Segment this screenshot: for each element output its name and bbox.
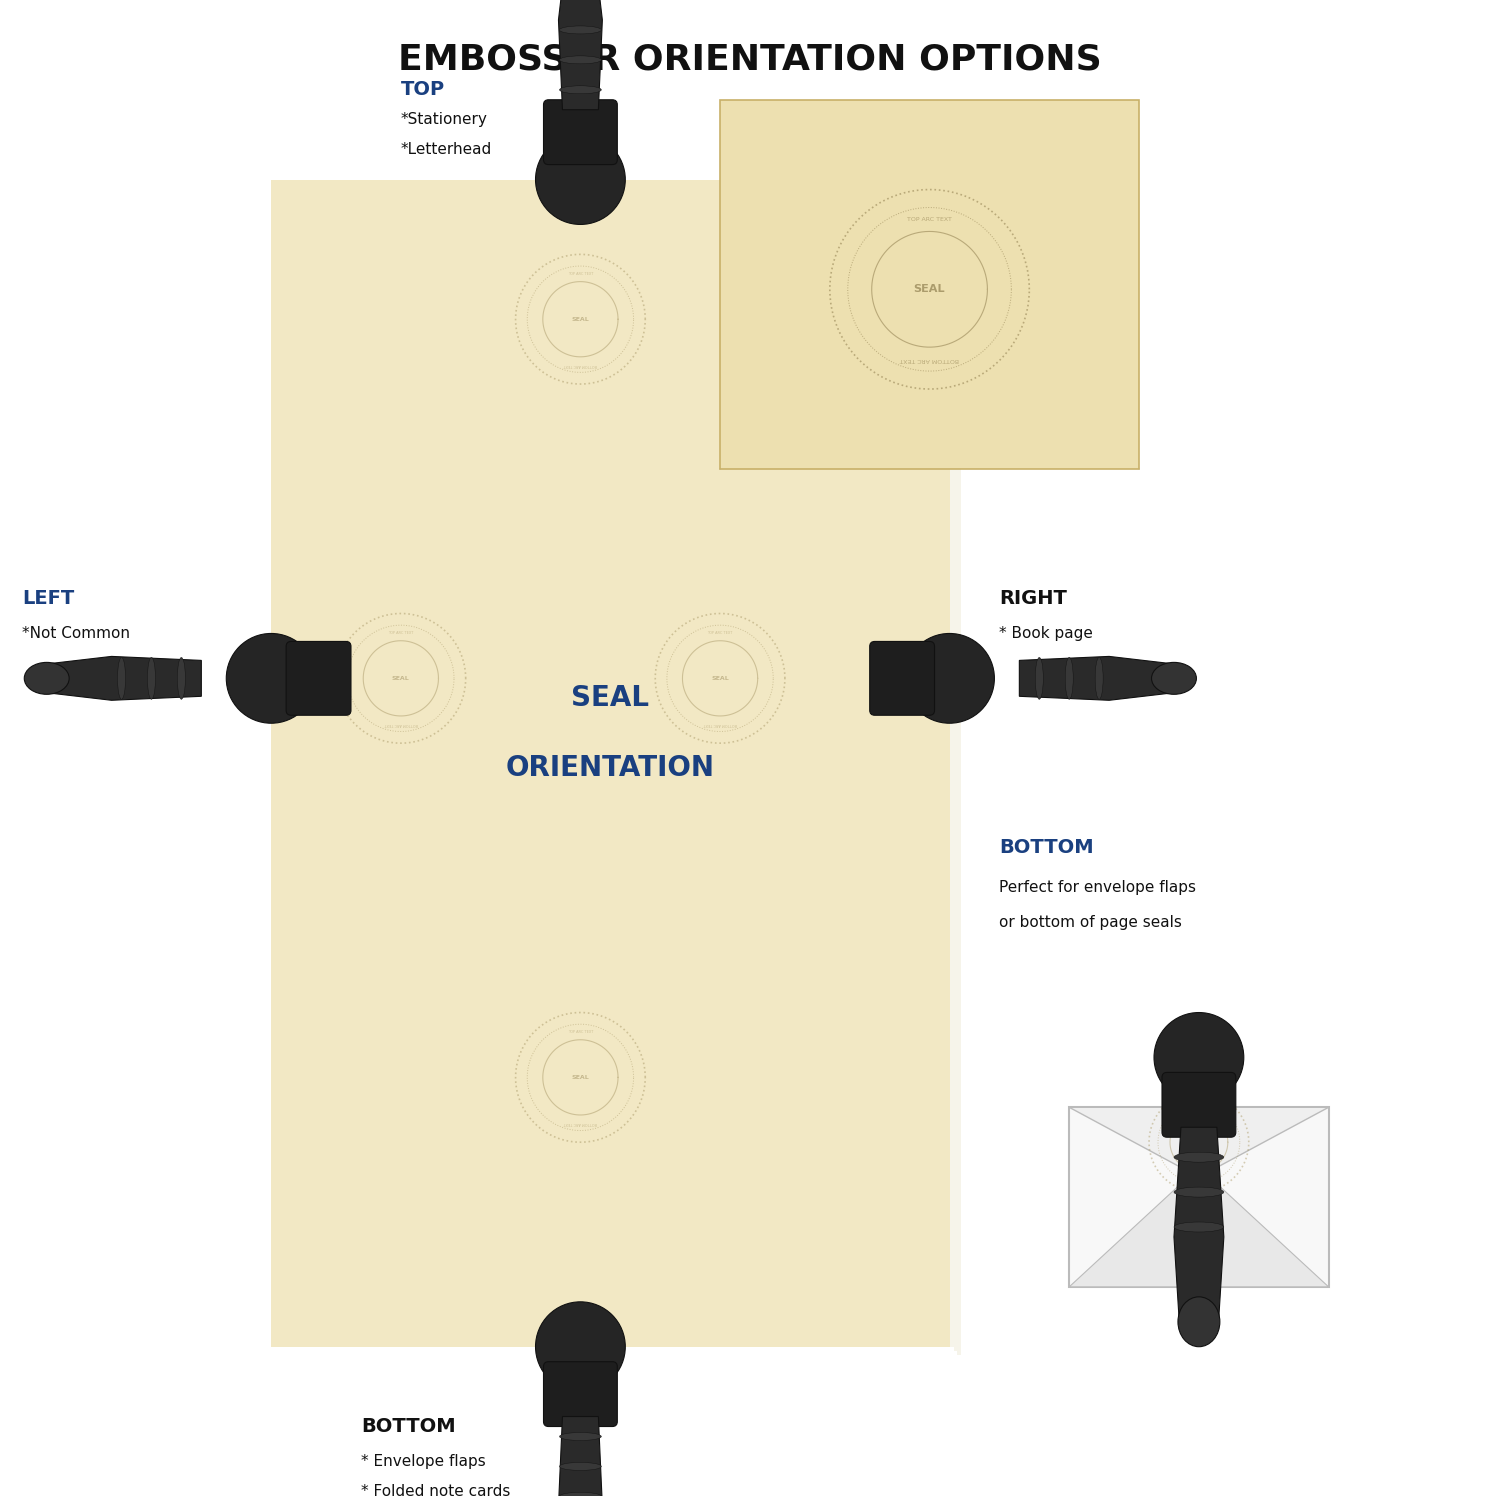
Text: BOTTOM ARC TEXT: BOTTOM ARC TEXT: [704, 722, 736, 726]
Ellipse shape: [1035, 657, 1044, 699]
Ellipse shape: [560, 1462, 602, 1470]
Polygon shape: [558, 0, 603, 110]
Text: SEAL: SEAL: [392, 676, 410, 681]
Bar: [272, 180, 950, 1347]
Ellipse shape: [147, 657, 156, 699]
Text: *Stationery: *Stationery: [400, 112, 488, 128]
Text: ORIENTATION: ORIENTATION: [506, 754, 716, 782]
Text: *Not Common: *Not Common: [22, 626, 130, 640]
Text: * Envelope flaps: * Envelope flaps: [362, 1454, 486, 1468]
Text: BOTTOM ARC TEXT: BOTTOM ARC TEXT: [564, 363, 597, 366]
Ellipse shape: [1178, 1298, 1219, 1347]
Text: TOP ARC TEXT: TOP ARC TEXT: [1188, 1106, 1210, 1110]
Bar: [957, 188, 962, 1354]
Text: SEAL: SEAL: [572, 684, 650, 712]
Text: TOP ARC TEXT: TOP ARC TEXT: [908, 217, 952, 222]
Ellipse shape: [177, 657, 186, 699]
Text: EMBOSSER ORIENTATION OPTIONS: EMBOSSER ORIENTATION OPTIONS: [398, 44, 1102, 76]
Ellipse shape: [1174, 1222, 1224, 1232]
Text: BOTTOM ARC TEXT: BOTTOM ARC TEXT: [564, 1120, 597, 1125]
Text: BOTTOM ARC TEXT: BOTTOM ARC TEXT: [900, 357, 960, 362]
Text: LEFT: LEFT: [22, 590, 74, 608]
FancyBboxPatch shape: [870, 642, 934, 716]
Ellipse shape: [560, 86, 602, 94]
Ellipse shape: [1174, 1186, 1224, 1197]
FancyBboxPatch shape: [1162, 1072, 1236, 1137]
Text: Perfect for envelope flaps: Perfect for envelope flaps: [999, 880, 1197, 896]
Polygon shape: [1020, 657, 1168, 700]
Text: BOTTOM ARC TEXT: BOTTOM ARC TEXT: [384, 722, 417, 726]
Text: SEAL: SEAL: [1191, 1140, 1208, 1144]
Text: TOP ARC TEXT: TOP ARC TEXT: [708, 632, 734, 634]
FancyBboxPatch shape: [543, 1362, 618, 1426]
Text: TOP ARC TEXT: TOP ARC TEXT: [567, 1030, 592, 1033]
Bar: [1070, 1107, 1329, 1287]
Text: BOTTOM ARC TEXT: BOTTOM ARC TEXT: [1184, 1174, 1214, 1179]
Text: TOP ARC TEXT: TOP ARC TEXT: [388, 632, 414, 634]
Text: or bottom of page seals: or bottom of page seals: [999, 915, 1182, 930]
Ellipse shape: [560, 1432, 602, 1440]
Circle shape: [1154, 1013, 1244, 1102]
Text: RIGHT: RIGHT: [999, 590, 1068, 608]
Polygon shape: [1070, 1167, 1329, 1287]
Text: BOTTOM: BOTTOM: [362, 1418, 456, 1436]
Text: * Folded note cards: * Folded note cards: [362, 1484, 510, 1498]
Ellipse shape: [1152, 663, 1197, 694]
Text: BOTTOM: BOTTOM: [999, 839, 1094, 858]
Circle shape: [536, 135, 626, 225]
Circle shape: [226, 633, 316, 723]
Circle shape: [536, 1302, 626, 1392]
Circle shape: [904, 633, 995, 723]
FancyBboxPatch shape: [286, 642, 351, 716]
Text: TOP ARC TEXT: TOP ARC TEXT: [567, 272, 592, 276]
Bar: [954, 183, 957, 1350]
Text: TOP: TOP: [400, 81, 445, 99]
Text: SEAL: SEAL: [914, 285, 945, 294]
Polygon shape: [1174, 1128, 1224, 1317]
Text: SEAL: SEAL: [572, 1076, 590, 1080]
Polygon shape: [1070, 1107, 1329, 1178]
Bar: [720, 100, 1138, 470]
Ellipse shape: [1174, 1152, 1224, 1162]
Ellipse shape: [560, 56, 602, 64]
Polygon shape: [51, 657, 201, 700]
Ellipse shape: [24, 663, 69, 694]
Ellipse shape: [560, 1492, 602, 1500]
FancyBboxPatch shape: [543, 100, 618, 165]
Bar: [950, 180, 954, 1347]
Ellipse shape: [117, 657, 126, 699]
Text: SEAL: SEAL: [711, 676, 729, 681]
Ellipse shape: [560, 26, 602, 34]
Text: *Letterhead: *Letterhead: [400, 142, 492, 158]
Ellipse shape: [1065, 657, 1072, 699]
Ellipse shape: [1095, 657, 1102, 699]
Polygon shape: [558, 1416, 603, 1500]
Text: * Book page: * Book page: [999, 626, 1094, 640]
Text: SEAL: SEAL: [572, 316, 590, 321]
